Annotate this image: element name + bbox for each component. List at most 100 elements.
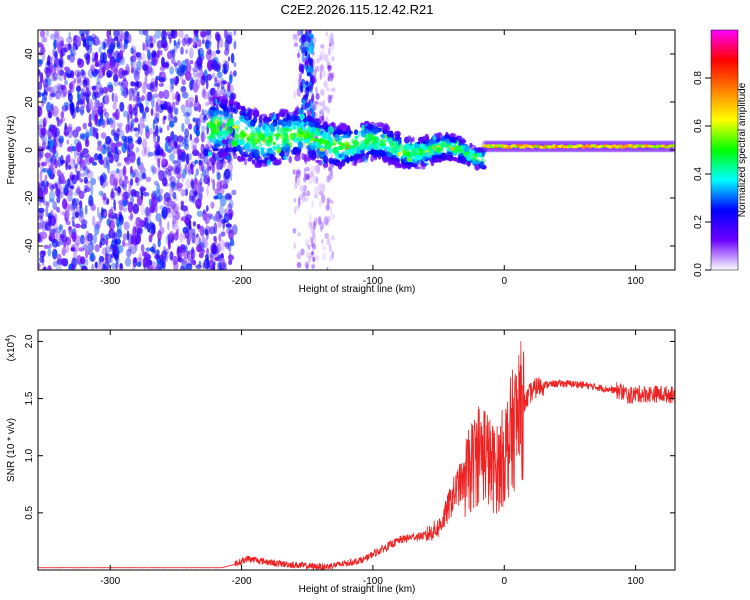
noise-cell xyxy=(223,88,227,94)
noise-cell xyxy=(136,195,143,206)
noise-cell xyxy=(319,109,324,115)
noise-cell xyxy=(153,249,160,255)
noise-cell xyxy=(79,134,84,140)
noise-cell xyxy=(313,237,316,244)
noise-cell xyxy=(49,139,55,149)
noise-cell xyxy=(156,135,161,143)
signal-cell xyxy=(268,112,274,119)
noise-cell xyxy=(112,93,118,104)
noise-cell xyxy=(313,194,318,199)
noise-cell xyxy=(198,252,204,259)
noise-cell xyxy=(76,79,83,87)
signal-cell xyxy=(357,130,361,137)
noise-cell xyxy=(132,168,139,179)
noise-cell xyxy=(54,31,60,41)
noise-cell xyxy=(161,157,166,166)
noise-cell xyxy=(174,107,179,115)
noise-cell xyxy=(44,66,50,74)
noise-cell xyxy=(202,35,205,44)
noise-cell xyxy=(169,112,173,119)
noise-cell xyxy=(184,112,191,117)
noise-cell xyxy=(166,210,174,219)
noise-cell xyxy=(152,130,156,137)
noise-cell xyxy=(72,129,79,138)
noise-cell xyxy=(216,172,221,181)
noise-cell xyxy=(198,159,203,165)
noise-cell xyxy=(152,93,160,99)
noise-cell xyxy=(115,109,119,120)
noise-cell xyxy=(126,248,132,258)
noise-cell xyxy=(117,200,123,205)
colorbar-axis: 0.0 0.2 0.4 0.6 0.8 xyxy=(693,71,711,277)
noise-cell xyxy=(170,30,176,38)
noise-cell xyxy=(122,239,126,247)
noise-cell xyxy=(328,254,334,262)
noise-cell xyxy=(151,50,157,58)
noise-cell xyxy=(321,106,326,115)
noise-cell xyxy=(181,79,186,86)
signal-cell xyxy=(222,151,226,160)
noise-cell xyxy=(176,41,180,49)
noise-cell xyxy=(153,117,160,124)
noise-cell xyxy=(330,235,335,241)
noise-cell xyxy=(220,231,226,237)
noise-cell xyxy=(101,65,105,73)
noise-cell xyxy=(192,259,197,266)
noise-cell xyxy=(163,196,167,206)
noise-cell xyxy=(43,200,50,206)
noise-cell xyxy=(196,129,201,137)
noise-cell xyxy=(224,48,230,56)
noise-cell xyxy=(312,256,316,263)
noise-cell xyxy=(180,200,184,207)
noise-cell xyxy=(67,126,73,139)
noise-cell xyxy=(203,109,208,118)
noise-cell xyxy=(101,110,104,120)
noise-cell xyxy=(229,194,233,200)
noise-cell xyxy=(119,32,126,38)
noise-cell xyxy=(50,75,57,82)
noise-cell xyxy=(145,91,151,102)
noise-cell xyxy=(214,188,220,195)
spectrogram-x-label: Height of straight line (km) xyxy=(299,284,416,295)
noise-cell xyxy=(135,132,139,138)
signal-cell xyxy=(283,127,287,132)
noise-cell xyxy=(62,198,68,210)
noise-cell xyxy=(42,266,47,270)
noise-cell xyxy=(41,162,48,167)
noise-cell xyxy=(191,169,194,175)
noise-cell xyxy=(38,207,45,213)
noise-cell xyxy=(169,181,176,188)
noise-cell xyxy=(65,69,69,78)
noise-cell xyxy=(225,32,228,43)
noise-cell xyxy=(100,214,104,220)
y-tick-label: -40 xyxy=(24,238,35,253)
noise-cell xyxy=(304,173,307,184)
noise-cell xyxy=(94,91,101,99)
noise-cell xyxy=(230,92,237,100)
noise-cell xyxy=(107,162,110,174)
noise-cell xyxy=(201,108,204,115)
noise-cell xyxy=(71,146,77,152)
noise-cell xyxy=(118,30,124,40)
noise-cell xyxy=(177,93,181,102)
noise-cell xyxy=(327,76,330,82)
noise-cell xyxy=(43,36,48,43)
noise-cell xyxy=(128,187,132,197)
noise-cell xyxy=(118,177,123,187)
x-tick-label: 100 xyxy=(627,276,644,287)
signal-cell xyxy=(440,140,445,148)
noise-cell xyxy=(103,60,107,73)
noise-cell xyxy=(330,87,336,92)
noise-cell xyxy=(38,187,44,199)
noise-cell xyxy=(87,241,95,252)
noise-cell xyxy=(317,65,320,73)
noise-cell xyxy=(151,163,156,176)
noise-cell xyxy=(56,132,61,142)
noise-cell xyxy=(139,124,143,136)
noise-cell xyxy=(167,164,172,170)
noise-cell xyxy=(173,232,179,241)
signal-cell xyxy=(351,138,355,144)
noise-cell xyxy=(90,65,95,72)
noise-cell xyxy=(187,96,195,103)
noise-cell xyxy=(168,171,173,181)
